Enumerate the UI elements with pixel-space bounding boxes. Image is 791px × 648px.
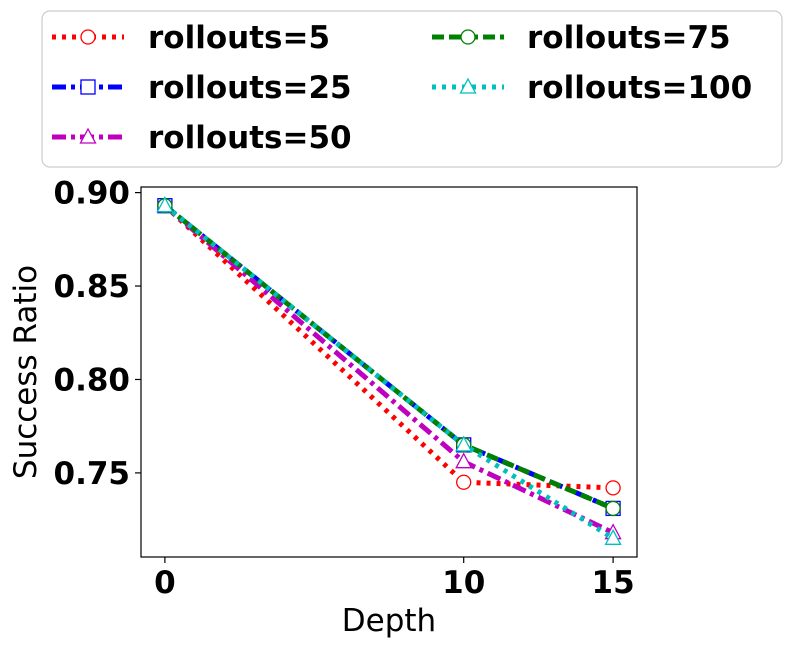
legend-label: rollouts=100 [527,70,752,106]
series-line [163,203,615,535]
legend-marker [80,29,96,45]
x-tick-label: 15 [592,565,635,601]
data-point [605,480,621,496]
legend-label: rollouts=75 [527,20,731,56]
series-rollouts=100 [156,196,622,545]
legend-item: rollouts=50 [52,120,352,156]
legend-item: rollouts=5 [52,20,330,56]
y-axis-label: Success Ratio [8,265,44,479]
legend-marker [459,77,477,94]
y-tick-label: 0.80 [54,362,131,398]
x-axis-label: Depth [342,603,436,639]
data-point [455,435,473,452]
data-point [156,196,174,213]
plot-frame [140,186,638,558]
series-line [163,203,615,541]
legend-label: rollouts=5 [148,20,330,56]
y-tick-label: 0.75 [54,456,131,492]
data-point [456,474,472,490]
series-rollouts=75 [157,198,621,517]
x-tick-label: 10 [442,565,485,601]
legend-label: rollouts=25 [148,70,352,106]
legend-marker [80,79,96,95]
series-line [163,203,614,491]
legend-marker [460,29,476,45]
y-ticks: 0.75 0.80 0.85 0.90 [54,176,141,492]
legend-marker [79,127,97,144]
data-point [455,452,473,469]
series-line [163,203,615,511]
series-rollouts=5 [157,198,621,496]
data-point [604,528,622,545]
series-rollouts=50 [156,196,622,540]
series-layer [156,196,622,545]
series-rollouts=25 [157,198,621,517]
data-point [605,500,621,517]
legend-item: rollouts=25 [52,70,352,106]
y-tick-label: 0.85 [54,269,131,305]
legend-frame [41,10,783,168]
y-tick-label: 0.90 [54,176,131,212]
x-ticks: 0 10 15 [154,557,635,601]
legend-item: rollouts=100 [432,70,752,106]
legend-item: rollouts=75 [432,20,731,56]
x-tick-label: 0 [154,565,176,601]
legend-label: rollouts=50 [148,120,352,156]
legend: rollouts=5 rollouts=25 rollouts=50 rollouts… [41,10,783,168]
series-line [163,203,615,511]
